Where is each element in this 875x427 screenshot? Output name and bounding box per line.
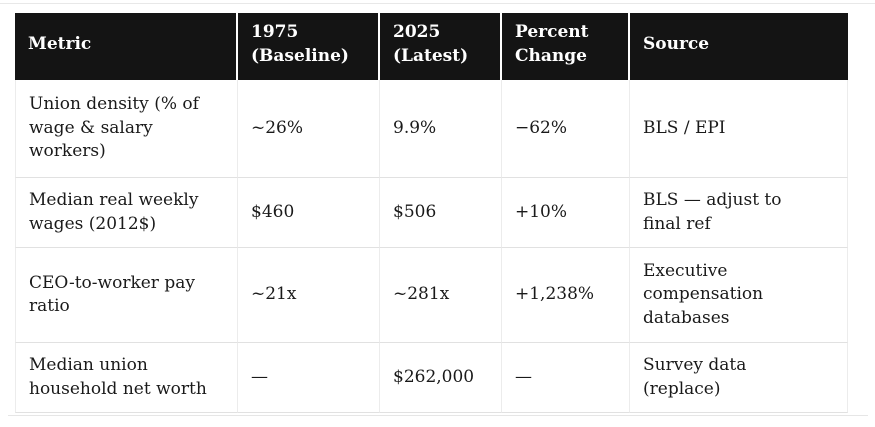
table-row-union-net-worth: Median union household net worth — $262,… [15, 343, 848, 413]
cell-latest-value: ~281x [380, 248, 502, 343]
bottom-divider [8, 415, 868, 416]
table-row-union-density: Union density (% of wage & salary worker… [15, 80, 848, 178]
column-header-1975-baseline: 1975 (Baseline) [238, 13, 380, 80]
cell-baseline-value: ~21x [238, 248, 380, 343]
table-row-ceo-pay-ratio: CEO-to-worker pay ratio ~21x ~281x +1,23… [15, 248, 848, 343]
cell-latest-value: $506 [380, 178, 502, 248]
column-header-metric: Metric [15, 13, 238, 80]
cell-percent-change: +10% [502, 178, 630, 248]
table-row-median-wages: Median real weekly wages (2012$) $460 $5… [15, 178, 848, 248]
cell-source: BLS — adjust to final ref [630, 178, 848, 248]
table-header-row: Metric 1975 (Baseline) 2025 (Latest) Per… [15, 13, 848, 80]
cell-percent-change: +1,238% [502, 248, 630, 343]
cell-source: Survey data (replace) [630, 343, 848, 413]
cell-source: BLS / EPI [630, 80, 848, 178]
cell-metric: CEO-to-worker pay ratio [15, 248, 238, 343]
column-header-source: Source [630, 13, 848, 80]
cell-baseline-value: $460 [238, 178, 380, 248]
metrics-comparison-table: Metric 1975 (Baseline) 2025 (Latest) Per… [15, 13, 848, 413]
cell-baseline-value: ~26% [238, 80, 380, 178]
column-header-percent-change: Percent Change [502, 13, 630, 80]
cell-source: Executive compensation databases [630, 248, 848, 343]
cell-metric: Median real weekly wages (2012$) [15, 178, 238, 248]
cell-latest-value: $262,000 [380, 343, 502, 413]
cell-metric: Median union household net worth [15, 343, 238, 413]
cell-percent-change: −62% [502, 80, 630, 178]
cell-latest-value: 9.9% [380, 80, 502, 178]
column-header-2025-latest: 2025 (Latest) [380, 13, 502, 80]
cell-metric: Union density (% of wage & salary worker… [15, 80, 238, 178]
cell-percent-change: — [502, 343, 630, 413]
top-divider [0, 3, 875, 4]
cell-baseline-value: — [238, 343, 380, 413]
